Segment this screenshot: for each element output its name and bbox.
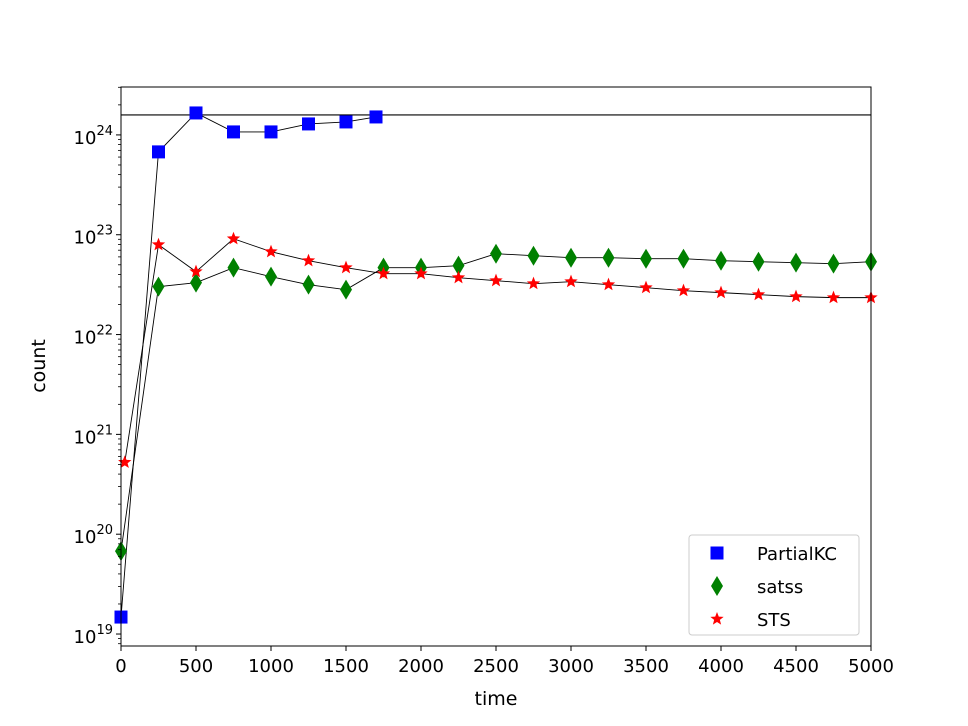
- data-point-PartialKC: [369, 110, 383, 124]
- data-point-satss: [827, 253, 840, 274]
- data-point-satss: [565, 247, 577, 268]
- data-point-satss: [715, 250, 727, 271]
- data-point-STS: [414, 266, 428, 280]
- legend-marker-satss: [711, 576, 723, 596]
- data-point-satss: [640, 248, 652, 269]
- data-point-STS: [526, 276, 541, 290]
- x-tick-label: 1000: [248, 656, 294, 677]
- data-point-STS: [301, 253, 316, 267]
- data-point-PartialKC: [302, 117, 315, 131]
- data-point-STS: [376, 266, 391, 280]
- data-point-STS: [751, 287, 766, 301]
- data-point-STS: [564, 274, 578, 288]
- data-point-STS: [714, 285, 728, 299]
- data-point-satss: [490, 243, 502, 264]
- data-point-STS: [451, 270, 466, 284]
- y-tick-label: 1020: [74, 523, 113, 548]
- x-tick-label: 5000: [848, 656, 894, 677]
- data-point-satss: [752, 251, 765, 272]
- data-point-PartialKC: [152, 145, 165, 159]
- data-point-satss: [790, 252, 802, 273]
- data-point-satss: [302, 274, 315, 295]
- y-tick-label: 1024: [74, 124, 113, 149]
- data-point-STS: [118, 455, 132, 468]
- x-tick-label: 500: [179, 656, 213, 677]
- data-point-STS: [789, 289, 803, 303]
- y-axis-label: count: [28, 339, 50, 393]
- x-tick-label: 4500: [773, 656, 819, 677]
- data-point-STS: [189, 264, 203, 278]
- data-point-satss: [527, 245, 540, 266]
- data-point-STS: [339, 260, 353, 274]
- legend-label: PartialKC: [757, 544, 837, 565]
- legend: PartialKC satss STS: [688, 534, 860, 636]
- data-point-STS: [264, 244, 278, 258]
- series-line-satss: [120, 253, 872, 552]
- y-tick-label: 1023: [74, 224, 113, 249]
- x-tick-label: 0: [115, 656, 126, 677]
- data-point-satss: [340, 279, 352, 300]
- series-markers: [114, 106, 878, 624]
- data-point-STS: [151, 237, 166, 251]
- data-point-PartialKC: [339, 115, 353, 129]
- series-line-PartialKC: [120, 112, 377, 618]
- x-tick-label: 2000: [398, 656, 444, 677]
- legend-label: satss: [757, 577, 803, 598]
- data-point-STS: [601, 277, 616, 291]
- data-point-STS: [826, 290, 841, 304]
- legend-marker-STS: [710, 612, 724, 625]
- x-tick-label: 2500: [473, 656, 519, 677]
- data-point-satss: [265, 266, 277, 287]
- data-point-PartialKC: [227, 125, 240, 139]
- x-tick-label: 4000: [698, 656, 744, 677]
- x-tick-label: 3500: [623, 656, 669, 677]
- x-tick-label: 1500: [323, 656, 369, 677]
- data-point-PartialKC: [189, 106, 203, 120]
- y-tick-label: 1021: [74, 423, 113, 448]
- legend-marker-PartialKC: [710, 546, 724, 560]
- x-tick-label: 3000: [548, 656, 594, 677]
- data-point-satss: [602, 247, 615, 268]
- data-point-STS: [676, 283, 691, 297]
- y-axis-ticks: 1019 1020 1021 1022 1023 1024: [74, 86, 121, 648]
- data-point-PartialKC: [264, 125, 278, 139]
- x-axis-ticks: 0 500 1000 1500 2000 2500 3000 3500 4000 4500 5000: [115, 646, 894, 677]
- data-point-satss: [190, 272, 202, 293]
- y-tick-label: 1019: [74, 623, 113, 648]
- legend-label: STS: [757, 610, 791, 631]
- data-point-STS: [489, 273, 503, 287]
- data-point-satss: [677, 248, 690, 269]
- legend-frame: [688, 534, 860, 636]
- data-point-satss: [452, 255, 465, 276]
- y-tick-label: 1022: [74, 324, 113, 349]
- data-point-STS: [639, 280, 653, 294]
- data-point-STS: [226, 231, 241, 245]
- x-axis-label: time: [475, 688, 518, 710]
- data-point-satss: [227, 257, 240, 278]
- data-point-satss: [152, 276, 165, 297]
